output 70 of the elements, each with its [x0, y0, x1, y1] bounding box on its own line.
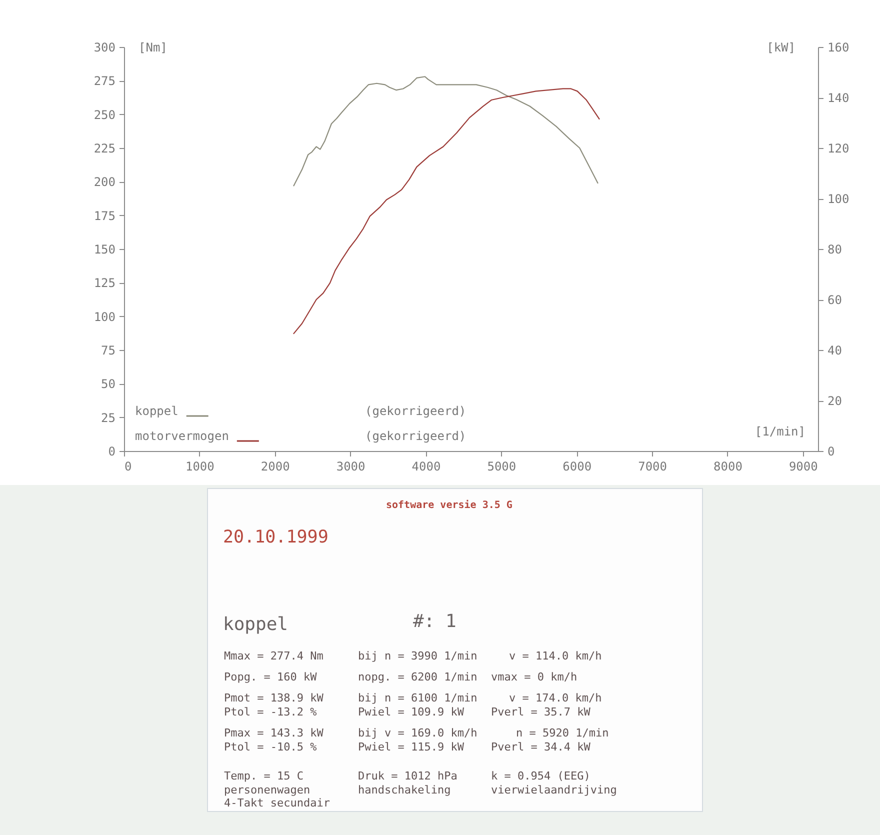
text: personenwagen [224, 784, 310, 796]
text: #: 1 [413, 611, 456, 632]
text: Ptol = -13.2 % [224, 706, 317, 718]
text: v = 174.0 km/h [509, 692, 602, 704]
y-tick-label: 75 [101, 344, 116, 358]
text: vierwielaandrijving [491, 784, 617, 796]
line-series [293, 76, 598, 186]
x-tick-label: 1000 [185, 460, 214, 474]
x-axis-title: [1/min] [754, 424, 806, 438]
y2-tick-label: 60 [828, 293, 842, 307]
y-tick-label: 25 [101, 410, 116, 425]
text: Ptol = -10.5 % [224, 740, 317, 754]
text: bij n = 6100 1/min [358, 692, 478, 704]
text: koppel [223, 614, 288, 635]
x-tick-label: 2000 [260, 460, 290, 474]
legend-label: koppel [135, 404, 178, 418]
text: Temp. = 15 C [224, 770, 304, 782]
y-tick-label: 225 [94, 142, 116, 156]
y-tick-label: 200 [94, 175, 116, 190]
y2-axis-title: [kW] [766, 40, 796, 54]
text: Druk = 1012 hPa [358, 770, 458, 782]
x-tick-label: 5000 [487, 460, 516, 474]
text: Pverl = 35.7 kW [491, 706, 590, 718]
x-tick-label: 4000 [412, 460, 441, 474]
text: Pmot = 138.9 kW [224, 692, 324, 704]
y-tick-label: 100 [94, 310, 116, 324]
y2-tick-label: 140 [828, 91, 850, 105]
text: bij n = 3990 1/min [358, 650, 478, 662]
y-tick-label: 150 [94, 242, 116, 256]
text: handschakeling [358, 784, 451, 796]
text: bij v = 169.0 km/h [358, 726, 478, 740]
legend-label: motorvermogen [135, 429, 229, 443]
y-tick-label: 250 [94, 108, 116, 122]
text: Pmax = 143.3 kW [224, 726, 324, 740]
text: vmax = 0 km/h [491, 670, 578, 684]
text: k = 0.954 (EEG) [491, 770, 590, 782]
text: v = 114.0 km/h [509, 650, 602, 662]
text: n = 5920 1/min [516, 726, 609, 740]
text: Pwiel = 109.9 kW [358, 706, 464, 718]
y-tick-label: 300 [94, 40, 116, 54]
y2-tick-label: 0 [828, 444, 835, 458]
y2-tick-label: 80 [828, 242, 842, 256]
x-tick-label: 0 [124, 460, 132, 474]
annotation: (gekorrigeerd) [365, 404, 466, 418]
text: 20.10.1999 [223, 527, 328, 548]
x-tick-label: 6000 [562, 460, 592, 474]
y-tick-label: 0 [108, 444, 116, 458]
x-tick-label: 7000 [638, 460, 667, 474]
text: 4-Takt secundair [224, 796, 330, 810]
line-series [293, 88, 600, 334]
x-tick-label: 9000 [788, 460, 818, 474]
text: Popg. = 160 kW [224, 670, 317, 684]
y2-tick-label: 20 [828, 394, 842, 408]
y-tick-label: 50 [101, 377, 116, 392]
y2-tick-label: 40 [828, 344, 842, 358]
y-tick-label: 275 [94, 74, 116, 88]
y-tick-label: 175 [94, 208, 116, 223]
y2-tick-label: 120 [828, 142, 850, 156]
y-axis-title: [Nm] [138, 40, 168, 54]
text: Pverl = 34.4 kW [491, 740, 590, 754]
text: software versie 3.5 G [386, 500, 512, 511]
y2-tick-label: 100 [828, 192, 850, 206]
text: nopg. = 6200 1/min [358, 670, 478, 684]
x-tick-label: 3000 [336, 460, 366, 474]
y-tick-label: 125 [94, 276, 116, 290]
y2-tick-label: 160 [828, 40, 850, 54]
annotation: (gekorrigeerd) [365, 429, 466, 443]
x-tick-label: 8000 [714, 460, 742, 474]
text: Pwiel = 115.9 kW [358, 740, 464, 754]
text: Mmax = 277.4 Nm [224, 650, 324, 662]
